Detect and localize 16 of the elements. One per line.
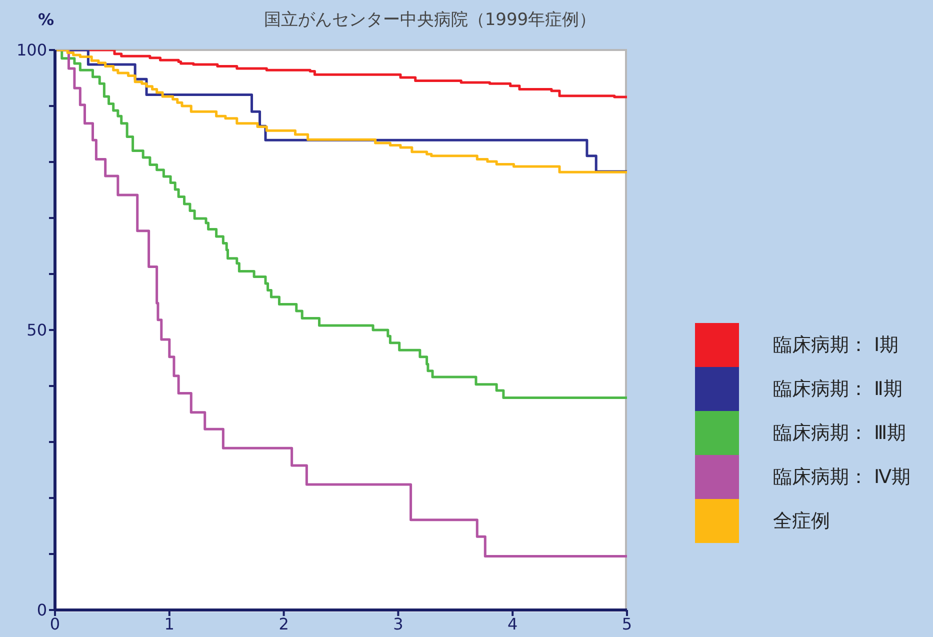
x-tick-label: 4 <box>508 614 518 634</box>
x-tick-label: 0 <box>50 614 60 634</box>
chart-title: 国立がんセンター中央病院（1999年症例） <box>262 9 598 31</box>
x-tick-label: 2 <box>278 614 289 634</box>
legend-label: 臨床病期： Ⅱ期 <box>773 378 902 400</box>
y-tick-label: 50 <box>26 320 47 340</box>
legend-label: 臨床病期： Ⅰ期 <box>773 334 899 356</box>
x-tick-label: 5 <box>622 614 632 634</box>
y-tick-label: 100 <box>16 40 47 60</box>
legend-label: 臨床病期： Ⅳ期 <box>773 466 911 488</box>
y-axis-title: % <box>38 10 54 29</box>
x-tick-label: 3 <box>393 614 404 634</box>
x-tick-label: 1 <box>164 614 174 634</box>
legend-label: 全症例 <box>773 510 830 532</box>
y-tick-label: 0 <box>36 600 47 620</box>
legend-label: 臨床病期： Ⅲ期 <box>773 422 906 444</box>
